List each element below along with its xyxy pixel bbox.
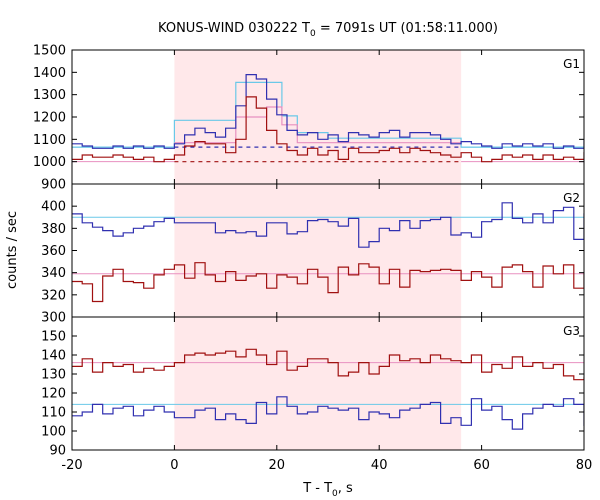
y-tick-label: 320 <box>41 288 66 303</box>
histogram-blue <box>72 74 584 149</box>
y-tick-label: 1500 <box>33 44 66 59</box>
panels <box>72 74 584 430</box>
panel-g1 <box>72 74 584 163</box>
y-tick-label: 120 <box>41 387 66 402</box>
panel-frame <box>71 316 585 451</box>
histogram-red <box>72 348 584 381</box>
y-tick-label: 100 <box>41 425 66 440</box>
y-tick-label: 400 <box>41 200 66 215</box>
y-tick-label: 900 <box>41 178 66 193</box>
x-tick-label: 80 <box>576 458 593 473</box>
y-tick-label: 360 <box>41 244 66 259</box>
histogram-red <box>72 262 584 303</box>
y-tick-label: 340 <box>41 266 66 281</box>
x-tick-label: 40 <box>371 458 388 473</box>
panel-g3 <box>72 348 584 430</box>
x-tick-label: 0 <box>170 458 178 473</box>
tick-labels: 900100011001200130014001500G130032034036… <box>33 44 592 474</box>
y-axis-label: counts / sec <box>5 211 20 289</box>
y-tick-label: 1400 <box>33 66 66 81</box>
x-axis-label: T - T0, s <box>302 481 353 499</box>
y-tick-label: 1000 <box>33 155 66 170</box>
y-tick-label: 150 <box>41 330 66 345</box>
panel-label: G3 <box>563 324 580 338</box>
panel-label: G1 <box>563 57 580 71</box>
y-tick-label: 90 <box>49 444 66 459</box>
burst-interval-shading <box>174 50 462 450</box>
tick-marks <box>71 49 585 451</box>
y-tick-label: 1300 <box>33 88 66 103</box>
model-step-curve <box>72 81 584 148</box>
burst-interval-band <box>174 50 462 450</box>
y-tick-label: 140 <box>41 349 66 364</box>
chart-title: KONUS-WIND 030222 T0 = 7091s UT (01:58:1… <box>158 21 498 39</box>
panel-g2 <box>72 202 584 303</box>
y-tick-label: 1200 <box>33 111 66 126</box>
histogram-blue <box>72 396 584 430</box>
y-tick-label: 130 <box>41 368 66 383</box>
y-tick-label: 110 <box>41 406 66 421</box>
x-tick-label: 60 <box>473 458 490 473</box>
x-tick-label: -20 <box>61 458 82 473</box>
y-tick-label: 1100 <box>33 133 66 148</box>
histogram-red <box>72 96 584 163</box>
histogram-blue <box>72 202 584 248</box>
y-tick-label: 380 <box>41 222 66 237</box>
panel-label: G2 <box>563 191 580 205</box>
x-tick-label: 20 <box>269 458 286 473</box>
y-tick-label: 300 <box>41 311 66 326</box>
